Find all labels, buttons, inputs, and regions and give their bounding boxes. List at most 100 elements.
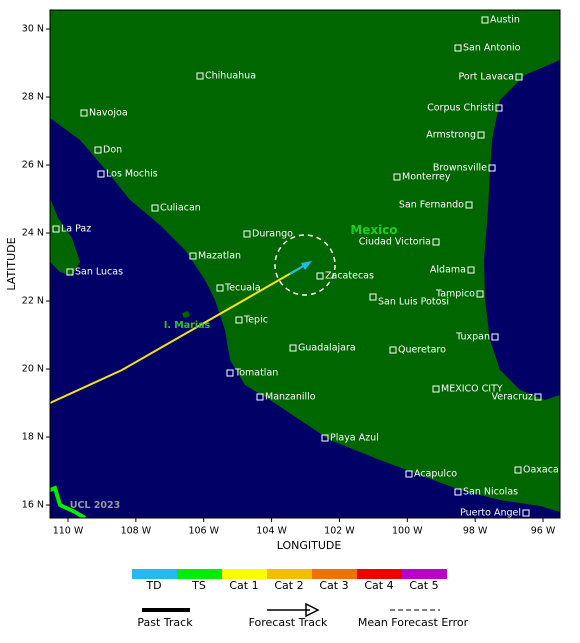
- city-marker: [189, 252, 197, 260]
- legend: TD TS Cat 1 Cat 2 Cat 3 Cat 4 Cat 5 Past Track F…: [132, 569, 469, 629]
- city-label: San Fernando: [399, 200, 464, 211]
- category-swatch: [312, 569, 357, 579]
- lon-tick-label: 108 W: [121, 526, 152, 537]
- city-label: Navojoa: [89, 108, 128, 119]
- city-marker: [321, 434, 329, 442]
- category-label: Cat 4: [364, 579, 393, 592]
- city-label: Puerto Angel: [460, 508, 521, 519]
- lon-tick-label: 100 W: [392, 526, 423, 537]
- city-marker: [151, 204, 159, 212]
- lat-tick-label: 24 N: [22, 228, 44, 239]
- category-label: TD: [145, 579, 161, 592]
- city-label: Guadalajara: [298, 343, 356, 354]
- category-label: Cat 5: [409, 579, 438, 592]
- city-marker: [243, 230, 251, 238]
- category-label: Cat 1: [229, 579, 258, 592]
- city-marker: [316, 272, 324, 280]
- forecast-error-circle: [274, 234, 336, 296]
- city-label: Austin: [490, 15, 520, 26]
- city-label: Acapulco: [414, 469, 457, 480]
- city-label: Oaxaca: [523, 465, 559, 476]
- city-marker: [514, 466, 522, 474]
- other-storm-track: [50, 485, 87, 518]
- city-marker: [477, 131, 485, 139]
- city-marker: [393, 173, 401, 181]
- city-marker: [66, 268, 74, 276]
- city-label: Playa Azul: [330, 433, 379, 444]
- lon-tick-label: 98 W: [463, 526, 488, 537]
- category-swatch: [177, 569, 222, 579]
- city-marker: [454, 44, 462, 52]
- lat-tick-label: 26 N: [22, 160, 44, 171]
- city-marker: [454, 488, 462, 496]
- city-marker: [235, 316, 243, 324]
- city-label: MEXICO CITY: [441, 384, 503, 395]
- city-label: Don: [103, 145, 122, 156]
- city-marker: [389, 346, 397, 354]
- city-label: Tuxpan: [455, 332, 490, 343]
- city-marker: [481, 16, 489, 24]
- city-marker: [491, 333, 499, 341]
- city-label: Monterrey: [402, 172, 451, 183]
- track-label: Mean Forecast Error: [358, 616, 469, 629]
- city-marker: [522, 509, 530, 517]
- cities: Austin San Antonio Port Lavaca Corpus Chris…: [52, 15, 559, 519]
- city-label: Veracruz: [492, 392, 533, 403]
- lat-tick-label: 28 N: [22, 92, 44, 103]
- city-label: Tomatlan: [234, 368, 278, 379]
- city-marker: [432, 385, 440, 393]
- city-marker: [515, 73, 523, 81]
- island: [182, 311, 190, 318]
- city-marker: [94, 146, 102, 154]
- city-marker: [256, 393, 264, 401]
- lon-tick-label: 110 W: [53, 526, 84, 537]
- city-label: La Paz: [61, 224, 91, 235]
- category-label: Cat 2: [274, 579, 303, 592]
- city-marker: [432, 238, 440, 246]
- city-label: Durango: [252, 229, 293, 240]
- city-label: San Luis Potosi: [378, 297, 449, 308]
- lon-tick-label: 102 W: [324, 526, 355, 537]
- city-label: Tampico: [435, 289, 475, 300]
- map-frame: [49, 9, 561, 519]
- city-label: Chihuahua: [205, 71, 256, 82]
- lat-tick-label: 16 N: [22, 500, 44, 511]
- city-label: Corpus Christi: [427, 103, 494, 114]
- lon-tick-label: 104 W: [256, 526, 287, 537]
- past-track-line: [50, 267, 301, 404]
- lat-tick-label: 22 N: [22, 296, 44, 307]
- city-marker: [289, 344, 297, 352]
- category-swatch: [222, 569, 267, 579]
- forecast-arrowhead-sample: [305, 602, 320, 618]
- x-axis-label: LONGITUDE: [277, 539, 342, 552]
- city-marker: [196, 72, 204, 80]
- lat-tick-label: 18 N: [22, 432, 44, 443]
- forecast-arrowhead: [301, 261, 312, 270]
- category-swatch: [267, 569, 312, 579]
- city-marker: [97, 170, 105, 178]
- pacific-ocean: [50, 118, 560, 518]
- city-marker: [495, 104, 503, 112]
- city-label: Zacatecas: [325, 271, 374, 282]
- gulf-of-mexico: [484, 60, 560, 400]
- region-label: Mexico: [350, 223, 397, 237]
- city-marker: [534, 393, 542, 401]
- city-label: Armstrong: [426, 130, 476, 141]
- axis-ticks: 30 N 28 N 26 N 24 N 22 N 20 N 18 N 16 N 110 W 108…: [22, 24, 556, 537]
- city-marker: [465, 201, 473, 209]
- city-label: Port Lavaca: [459, 72, 514, 83]
- baja-california: [50, 198, 80, 276]
- city-marker: [467, 266, 475, 274]
- city-marker: [216, 284, 224, 292]
- city-marker: [226, 369, 234, 377]
- lon-tick-label: 106 W: [188, 526, 219, 537]
- city-marker: [405, 470, 413, 478]
- category-swatch: [402, 569, 447, 579]
- city-label: Tecuala: [224, 283, 261, 294]
- city-label: Culiacan: [160, 203, 201, 214]
- lat-tick-label: 30 N: [22, 24, 44, 35]
- city-marker: [80, 109, 88, 117]
- category-label: TS: [191, 579, 206, 592]
- city-label: San Nicolas: [463, 487, 518, 498]
